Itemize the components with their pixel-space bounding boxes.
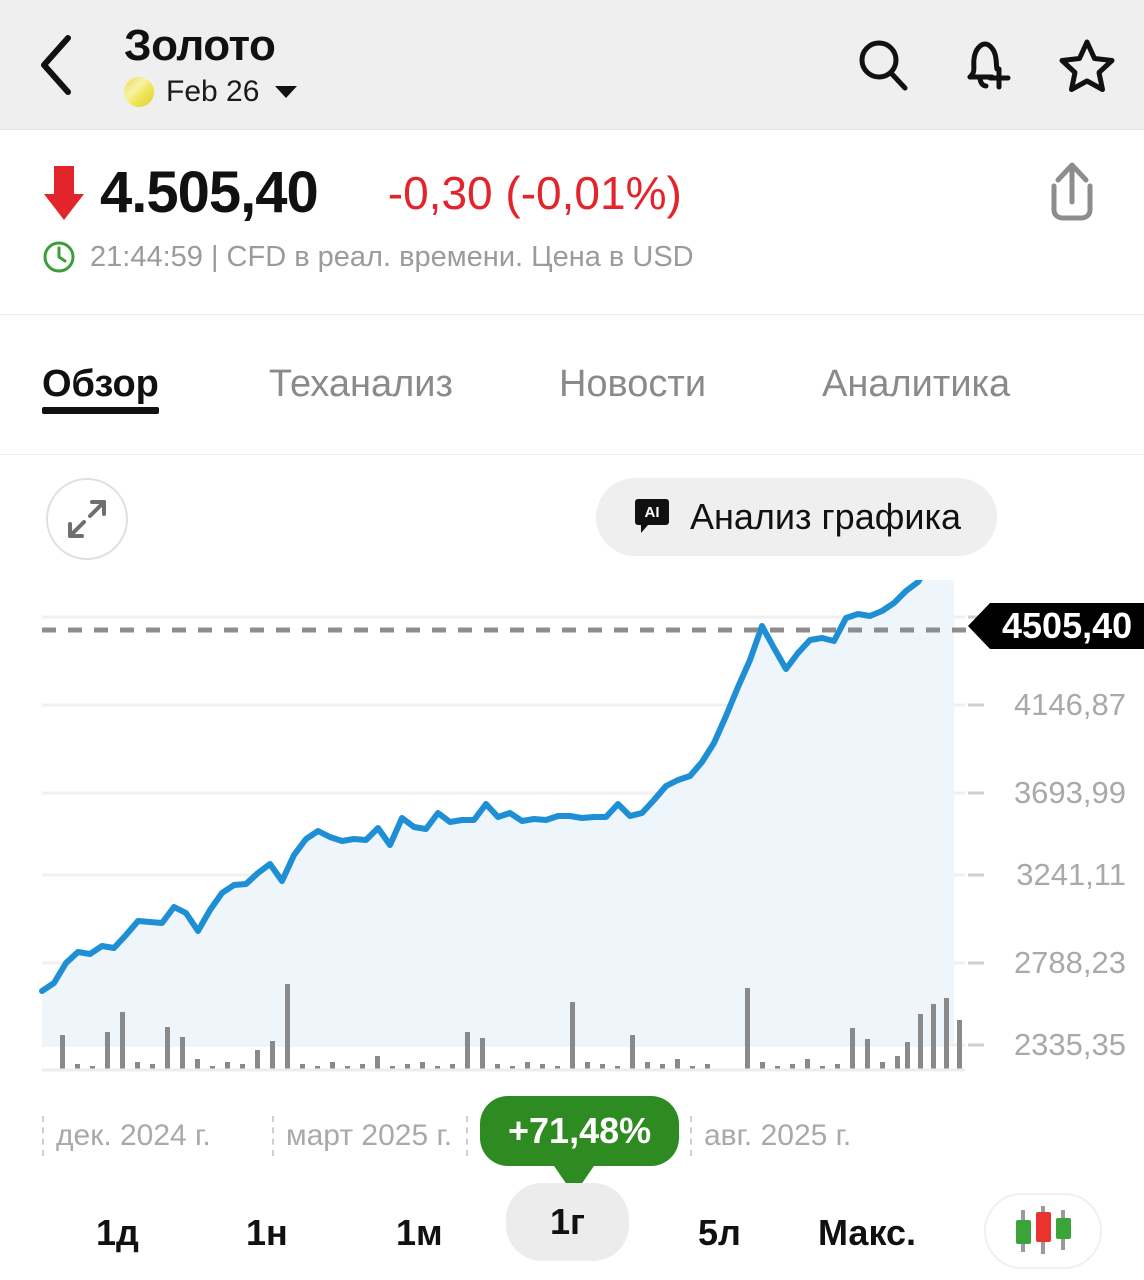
flag-pointer-icon bbox=[968, 603, 990, 649]
svg-text:AI: AI bbox=[645, 504, 660, 521]
chart-type-toggle-button[interactable] bbox=[984, 1193, 1102, 1269]
tab-news-label: Новости bbox=[558, 363, 707, 405]
title-block: Золото Feb 26 bbox=[124, 20, 298, 108]
candlestick-icon bbox=[1016, 1206, 1071, 1254]
tab-technical[interactable]: Теханализ bbox=[269, 315, 453, 406]
ai-bubble-icon: AI bbox=[632, 497, 672, 537]
share-button[interactable] bbox=[1040, 158, 1104, 228]
fullscreen-button[interactable] bbox=[46, 478, 128, 560]
tab-active-indicator bbox=[42, 407, 159, 414]
x-tick-3: авг. 2025 г. bbox=[690, 1116, 851, 1156]
range-max[interactable]: Макс. bbox=[818, 1211, 917, 1253]
tab-overview[interactable]: Обзор bbox=[42, 315, 159, 414]
clock-icon bbox=[42, 240, 76, 274]
tab-overview-label: Обзор bbox=[42, 363, 159, 405]
range-1m[interactable]: 1м bbox=[396, 1211, 443, 1253]
price-main-row: 4.505,40 -0,30 (-0,01%) bbox=[42, 162, 682, 224]
quote-meta: 21:44:59 | CFD в реал. времени. Цена в U… bbox=[42, 240, 694, 274]
volume-bars bbox=[60, 984, 962, 1070]
ai-chart-analysis-button[interactable]: AI Анализ графика bbox=[596, 478, 998, 556]
price-change: -0,30 (-0,01%) bbox=[387, 167, 682, 219]
chevron-down-icon[interactable] bbox=[275, 86, 298, 98]
back-button[interactable] bbox=[26, 35, 84, 95]
chart-line bbox=[39, 580, 923, 994]
gold-icon bbox=[124, 77, 154, 107]
y-tick-1: 4146,87 bbox=[1013, 687, 1126, 722]
tab-analytics-label: Аналитика bbox=[822, 363, 1011, 405]
app-header: Золото Feb 26 bbox=[0, 0, 1144, 130]
share-icon bbox=[1051, 162, 1093, 221]
y-tick-2: 3693,99 bbox=[1013, 775, 1126, 810]
current-price-value: 4505,40 bbox=[990, 603, 1144, 649]
current-price-flag: 4505,40 bbox=[968, 603, 1144, 649]
range-1d[interactable]: 1д bbox=[96, 1211, 139, 1253]
chevron-left-icon bbox=[41, 35, 71, 95]
x-tick-1: март 2025 г. bbox=[272, 1116, 452, 1156]
time-range-selector: 1д 1н 1м 1г 5л Макс. bbox=[0, 1183, 1144, 1280]
tab-news[interactable]: Новости bbox=[559, 315, 706, 406]
bell-plus-icon bbox=[967, 41, 1011, 90]
header-actions bbox=[852, 34, 1118, 96]
y-tick-5: 2335,35 bbox=[1013, 1027, 1126, 1062]
star-icon bbox=[1059, 39, 1115, 92]
chart-area-fill bbox=[42, 580, 954, 1045]
y-tick-4: 2788,23 bbox=[1013, 945, 1126, 980]
expand-arrows-icon bbox=[68, 500, 106, 538]
contract-selector[interactable]: Feb 26 bbox=[124, 75, 298, 108]
chart-canvas bbox=[39, 580, 984, 1072]
section-tabs: Обзор Теханализ Новости Аналитика bbox=[0, 315, 1144, 455]
chart-y-axis: 4599,75 4146,87 3693,99 3241,11 2788,23 … bbox=[0, 580, 1144, 1140]
search-button[interactable] bbox=[852, 34, 914, 96]
range-1w[interactable]: 1н bbox=[246, 1211, 288, 1253]
price-section: 4.505,40 -0,30 (-0,01%) 21:44:59 | CFD в… bbox=[0, 130, 1144, 315]
y-tick-3: 3241,11 bbox=[1016, 857, 1126, 892]
range-5y[interactable]: 5л bbox=[698, 1211, 741, 1253]
tab-analytics[interactable]: Аналитика bbox=[822, 315, 1010, 406]
alert-button[interactable] bbox=[954, 34, 1016, 96]
quote-timestamp-text: 21:44:59 | CFD в реал. времени. Цена в U… bbox=[90, 241, 694, 273]
price-chart[interactable]: 4599,75 4146,87 3693,99 3241,11 2788,23 … bbox=[0, 580, 1144, 1140]
page-title: Золото bbox=[124, 21, 276, 70]
price-direction-arrow-icon bbox=[42, 164, 86, 222]
price-value: 4.505,40 bbox=[100, 160, 319, 225]
x-tick-0: дек. 2024 г. bbox=[42, 1116, 211, 1156]
chart-toolbar: AI Анализ графика bbox=[0, 470, 1144, 580]
tab-technical-label: Теханализ bbox=[268, 363, 453, 405]
ai-chart-analysis-label: Анализ графика bbox=[690, 496, 962, 537]
period-change-badge: +71,48% bbox=[480, 1096, 680, 1166]
watchlist-button[interactable] bbox=[1056, 34, 1118, 96]
contract-date-label: Feb 26 bbox=[166, 75, 260, 108]
range-1y[interactable]: 1г bbox=[506, 1183, 630, 1261]
search-icon bbox=[859, 40, 908, 91]
